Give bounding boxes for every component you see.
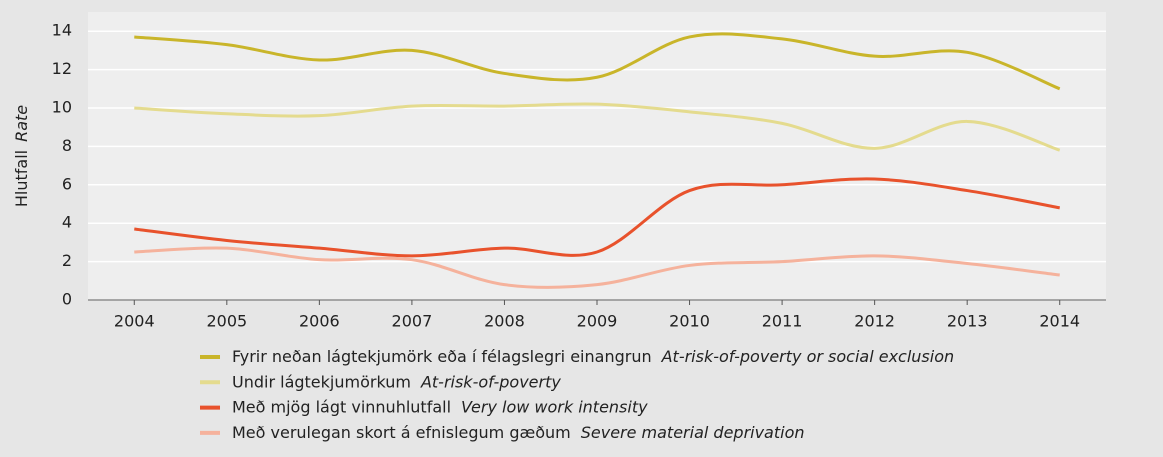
y-tick-label: 0 [62, 290, 72, 309]
y-tick-label: 12 [52, 59, 72, 78]
series-line [134, 32, 1061, 91]
x-tick-label: 2010 [669, 312, 710, 331]
x-tick-label: 2011 [762, 312, 803, 331]
series-line [134, 102, 1061, 152]
legend-label: Með verulegan skort á efnislegum gæðum Se… [232, 422, 805, 441]
plot-area [88, 12, 1106, 300]
legend-name: Með mjög lágt vinnuhlutfall [232, 397, 451, 416]
y-tick-label: 10 [52, 98, 72, 117]
legend-name-en: Very low work intensity [461, 397, 648, 416]
legend-name-en: At-risk-of-poverty or social exclusion [661, 347, 955, 366]
legend-name: Undir lágtekjumörkum [232, 372, 411, 391]
x-tick-label: 2008 [484, 312, 525, 331]
legend-label: Fyrir neðan lágtekjumörk eða í félagsleg… [232, 347, 954, 366]
x-tick-label: 2013 [947, 312, 988, 331]
x-tick-label: 2007 [392, 312, 433, 331]
x-tick-label: 2012 [854, 312, 895, 331]
x-tick-label: 2004 [114, 312, 155, 331]
legend-name: Með verulegan skort á efnislegum gæðum [232, 422, 571, 441]
y-tick-label: 4 [62, 213, 72, 232]
series-line [134, 177, 1061, 258]
y-tick-label: 6 [62, 174, 72, 193]
x-tick-label: 2005 [206, 312, 247, 331]
y-axis-title: HlutfallRate [12, 105, 31, 207]
legend-label: Með mjög lágt vinnuhlutfall Very low work… [232, 397, 648, 416]
x-tick-label: 2006 [299, 312, 340, 331]
y-tick-label: 8 [62, 136, 72, 155]
legend-name: Fyrir neðan lágtekjumörk eða í félagsleg… [232, 347, 652, 366]
x-tick-label: 2009 [577, 312, 618, 331]
y-tick-label: 2 [62, 251, 72, 270]
x-tick-label: 2014 [1039, 312, 1080, 331]
y-label: HlutfallRate [12, 105, 31, 207]
y-tick-label: 14 [52, 21, 72, 40]
series-line [134, 246, 1060, 289]
legend-name-en: Severe material deprivation [581, 422, 805, 441]
legend-label: Undir lágtekjumörkum At-risk-of-poverty [232, 372, 561, 391]
legend-name-en: At-risk-of-poverty [420, 372, 561, 391]
